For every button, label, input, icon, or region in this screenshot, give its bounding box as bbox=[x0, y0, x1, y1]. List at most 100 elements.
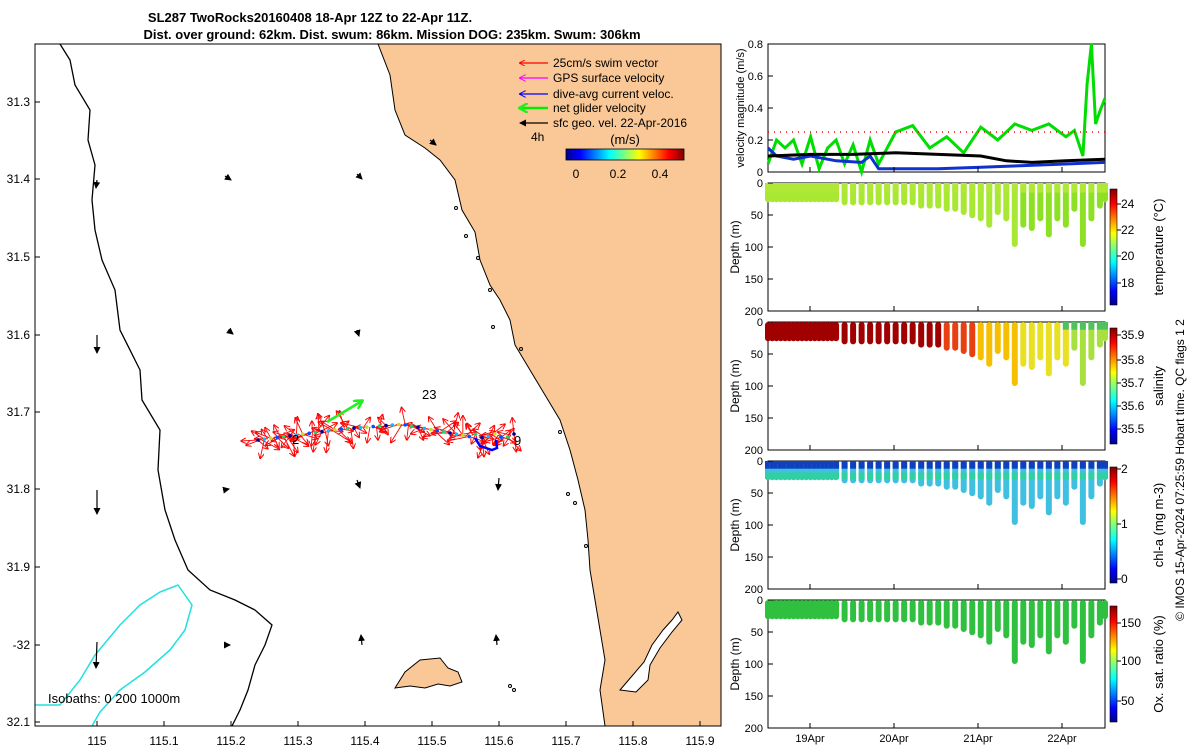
dive-chl-max bbox=[969, 472, 976, 479]
colorbar-unit: (m/s) bbox=[610, 132, 640, 147]
dive-profile bbox=[969, 322, 976, 358]
dive-profile bbox=[1088, 461, 1095, 500]
geostrophic-arrow bbox=[224, 173, 232, 181]
dive-profile bbox=[969, 600, 976, 636]
dive-profile bbox=[926, 322, 933, 348]
colorbar-oxygen bbox=[1109, 605, 1118, 723]
track-point bbox=[275, 435, 280, 440]
swim-vector bbox=[326, 430, 328, 452]
dive-profile bbox=[994, 322, 1001, 354]
velocity-tick-label: 0.8 bbox=[748, 39, 763, 51]
track-point bbox=[486, 434, 491, 439]
geostrophic-arrow bbox=[495, 477, 502, 491]
dive-surface-layer bbox=[1102, 322, 1108, 330]
dive-chl-max bbox=[1102, 472, 1108, 479]
dive-surface-layer bbox=[765, 183, 771, 193]
dive-profile bbox=[1028, 322, 1035, 370]
dive-profile bbox=[1003, 461, 1010, 500]
track-point bbox=[461, 433, 465, 438]
title-line-1: SL287 TwoRocks20160408 18-Apr 12Z to 22-… bbox=[148, 10, 472, 25]
dive-profile bbox=[960, 322, 967, 354]
dive-surface-layer bbox=[1037, 461, 1044, 469]
dive-chl-max bbox=[786, 472, 793, 479]
dive-chl-max bbox=[1079, 472, 1086, 479]
dive-profile bbox=[926, 600, 933, 626]
lon-tick-label: 115.5 bbox=[417, 734, 446, 748]
dive-profile bbox=[1088, 322, 1095, 361]
dive-profile bbox=[1045, 322, 1052, 377]
dive-surface-layer bbox=[850, 183, 857, 193]
dive-surface-layer bbox=[1028, 183, 1035, 193]
dive-surface-layer bbox=[1088, 461, 1095, 469]
dive-profile bbox=[1037, 600, 1044, 639]
dive-surface-layer bbox=[918, 461, 925, 469]
map-panel: 115 115.1 115.2 115.3 115.4 115.5 115.6 115.7 11… bbox=[7, 43, 722, 748]
dive-chl-max bbox=[803, 472, 810, 479]
dive-surface-layer bbox=[816, 183, 823, 193]
swim-vector bbox=[321, 421, 336, 430]
date-tick-label: 20Apr bbox=[879, 733, 909, 745]
dive-chl-max bbox=[1028, 472, 1035, 479]
dive-chl-max bbox=[799, 472, 806, 479]
dive-profile bbox=[1062, 322, 1069, 367]
colorbar-tick-label: 18 bbox=[1121, 276, 1135, 290]
dive-profile bbox=[952, 322, 959, 351]
dive-profile bbox=[986, 461, 993, 506]
dive-profile bbox=[884, 322, 891, 345]
geostrophic-arrow bbox=[358, 634, 366, 646]
swim-vector bbox=[391, 424, 403, 442]
isobath-200m bbox=[35, 584, 193, 726]
dive-profile bbox=[909, 322, 916, 345]
dive-chl-max bbox=[1045, 472, 1052, 479]
dive-surface-layer bbox=[1045, 461, 1052, 469]
swim-vector bbox=[448, 436, 470, 441]
lat-tick-label: 31.7 bbox=[7, 405, 31, 419]
dive-surface-layer bbox=[807, 461, 814, 469]
dive-surface-layer bbox=[909, 183, 916, 193]
dive-profile bbox=[892, 600, 899, 623]
day-label-4h: 4h bbox=[531, 130, 544, 144]
dive-surface-layer bbox=[977, 183, 984, 193]
dive-profile bbox=[986, 183, 993, 228]
dive-surface-layer bbox=[1079, 461, 1086, 469]
dive-chl-max bbox=[867, 472, 874, 479]
dive-profile bbox=[1011, 183, 1018, 247]
colorbar-chla bbox=[1109, 466, 1118, 584]
dive-surface-layer bbox=[1020, 183, 1027, 193]
depth-tick-label: 100 bbox=[745, 381, 763, 393]
dive-surface-layer bbox=[952, 183, 959, 193]
dive-surface-layer bbox=[926, 461, 933, 469]
track-point bbox=[288, 434, 292, 438]
swim-vector bbox=[295, 418, 304, 435]
geostrophic-velocity-arrows bbox=[92, 138, 502, 669]
track-point bbox=[454, 432, 459, 436]
dive-surface-layer bbox=[1102, 461, 1108, 469]
track-point bbox=[403, 423, 408, 427]
track-point bbox=[390, 423, 395, 427]
dive-profile bbox=[1028, 183, 1035, 231]
dive-chl-max bbox=[935, 472, 942, 479]
depth-tick-label: 50 bbox=[751, 349, 763, 361]
dive-surface-layer bbox=[858, 461, 865, 469]
lat-tick-label: 31.5 bbox=[7, 250, 31, 264]
dive-surface-layer bbox=[892, 461, 899, 469]
dive-profile bbox=[867, 322, 874, 345]
dive-chl-max bbox=[833, 472, 840, 479]
depth-tick-label: 0 bbox=[757, 456, 763, 468]
dive-surface-layer bbox=[786, 183, 793, 193]
legend-entry: GPS surface velocity bbox=[553, 71, 664, 85]
dive-surface-layer bbox=[901, 183, 908, 193]
colorbar-tick-label: 35.6 bbox=[1121, 399, 1145, 413]
track-point bbox=[499, 435, 504, 439]
dive-profile bbox=[1003, 322, 1010, 361]
colorbar-tick-label: 35.5 bbox=[1121, 422, 1145, 436]
island bbox=[394, 657, 463, 689]
dive-chl-max bbox=[777, 472, 784, 479]
dive-surface-layer bbox=[1062, 461, 1069, 469]
dive-chl-max bbox=[773, 472, 780, 479]
swim-vector bbox=[260, 439, 265, 458]
swim-vector bbox=[256, 432, 271, 439]
dive-profile bbox=[918, 600, 925, 626]
